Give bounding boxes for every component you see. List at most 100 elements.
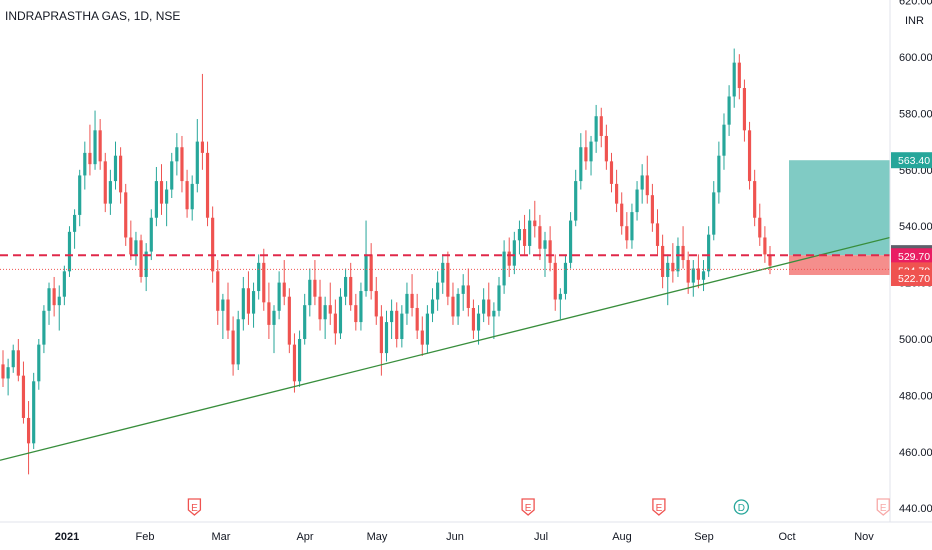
candle xyxy=(528,209,532,255)
candle-body xyxy=(144,251,148,277)
candle-body xyxy=(701,271,706,280)
candle xyxy=(446,251,450,306)
candle xyxy=(246,271,251,325)
candle xyxy=(170,152,174,198)
candle-body xyxy=(579,147,583,182)
candle xyxy=(507,237,511,277)
candle xyxy=(476,305,481,345)
candle-body xyxy=(52,288,56,306)
loss-zone xyxy=(789,255,890,275)
earnings-marker: E xyxy=(876,498,890,516)
candle-body xyxy=(88,152,92,165)
candle xyxy=(211,206,215,283)
trendline[interactable] xyxy=(0,236,891,461)
candle-body xyxy=(165,189,169,204)
candle xyxy=(88,124,92,176)
y-axis[interactable]: 620.00600.00580.00560.00540.00520.00500.… xyxy=(899,0,932,515)
candle xyxy=(666,254,670,306)
candle-body xyxy=(1,364,5,379)
candle-body xyxy=(533,220,537,227)
candle xyxy=(497,276,501,317)
y-tick-label: 460.00 xyxy=(899,447,932,459)
candle xyxy=(344,268,348,306)
candle-body xyxy=(231,330,235,365)
candle xyxy=(354,293,358,331)
position-zones xyxy=(789,160,890,275)
candle xyxy=(272,305,276,354)
candle-body xyxy=(400,313,404,339)
candle xyxy=(589,135,593,176)
candle-body xyxy=(517,229,522,241)
candle-body xyxy=(758,217,762,238)
x-tick-label: 2021 xyxy=(55,531,79,543)
candle-body xyxy=(589,141,593,162)
candle xyxy=(108,169,112,215)
candle-body xyxy=(722,124,726,156)
candle xyxy=(768,245,772,275)
candle xyxy=(558,288,562,320)
candle-body xyxy=(338,296,343,334)
candle xyxy=(277,271,281,320)
candle xyxy=(701,260,706,292)
candle-body xyxy=(691,268,695,283)
candle-body xyxy=(522,229,527,246)
candle xyxy=(124,183,128,246)
event-marker-label: E xyxy=(191,503,198,514)
candle xyxy=(379,305,383,376)
x-tick-label: Jul xyxy=(534,531,548,543)
dividend-marker-circle xyxy=(733,499,749,515)
candle xyxy=(251,282,256,328)
candle-body xyxy=(742,88,747,131)
candle-body xyxy=(287,296,291,345)
candle xyxy=(180,135,184,193)
candle xyxy=(16,339,20,382)
candle xyxy=(630,203,634,249)
candle-body xyxy=(609,161,614,184)
candle-body xyxy=(681,245,685,261)
candle-body xyxy=(328,305,332,314)
candle-body xyxy=(32,381,36,444)
candle xyxy=(37,339,41,390)
candle-body xyxy=(200,141,205,153)
candle xyxy=(165,181,169,227)
y-tick-label: 620.00 xyxy=(899,0,932,8)
candle-body xyxy=(359,291,363,323)
candle-body xyxy=(6,367,10,379)
y-tick-label: 540.00 xyxy=(899,221,932,233)
y-tick-label: 440.00 xyxy=(899,503,932,515)
candle xyxy=(604,124,608,170)
candle-body xyxy=(425,313,429,345)
candle-body xyxy=(134,240,138,255)
candle xyxy=(175,133,179,176)
candle xyxy=(349,262,353,311)
candle-body xyxy=(451,296,455,317)
earnings-marker-shape xyxy=(187,498,202,516)
currency-label-bg xyxy=(896,6,928,32)
candle-body xyxy=(635,189,639,213)
candle-body xyxy=(497,285,501,311)
candle-body xyxy=(282,282,286,297)
candle xyxy=(543,231,547,277)
candle-body xyxy=(154,181,158,218)
price-label: 522.70 xyxy=(891,269,932,286)
candle xyxy=(359,282,363,331)
candle-body xyxy=(507,251,511,266)
candle-body xyxy=(543,240,547,249)
candle xyxy=(333,299,337,345)
event-marker-label: E xyxy=(656,503,663,514)
candle-body xyxy=(466,285,470,308)
candle xyxy=(425,305,429,354)
candle xyxy=(753,169,757,227)
candle-body xyxy=(599,116,603,136)
profit-zone xyxy=(789,160,890,256)
candle xyxy=(384,310,389,362)
x-axis[interactable]: 2021 Feb Mar Apr May Jun Jul Aug Sep Oct Nov xyxy=(55,531,875,543)
candle-body xyxy=(241,288,245,320)
candle-body xyxy=(236,319,240,365)
candle-body xyxy=(630,212,634,241)
candle-body xyxy=(297,339,302,382)
candle-body xyxy=(129,237,133,255)
candle-body xyxy=(461,285,465,294)
candle-body xyxy=(492,310,496,317)
